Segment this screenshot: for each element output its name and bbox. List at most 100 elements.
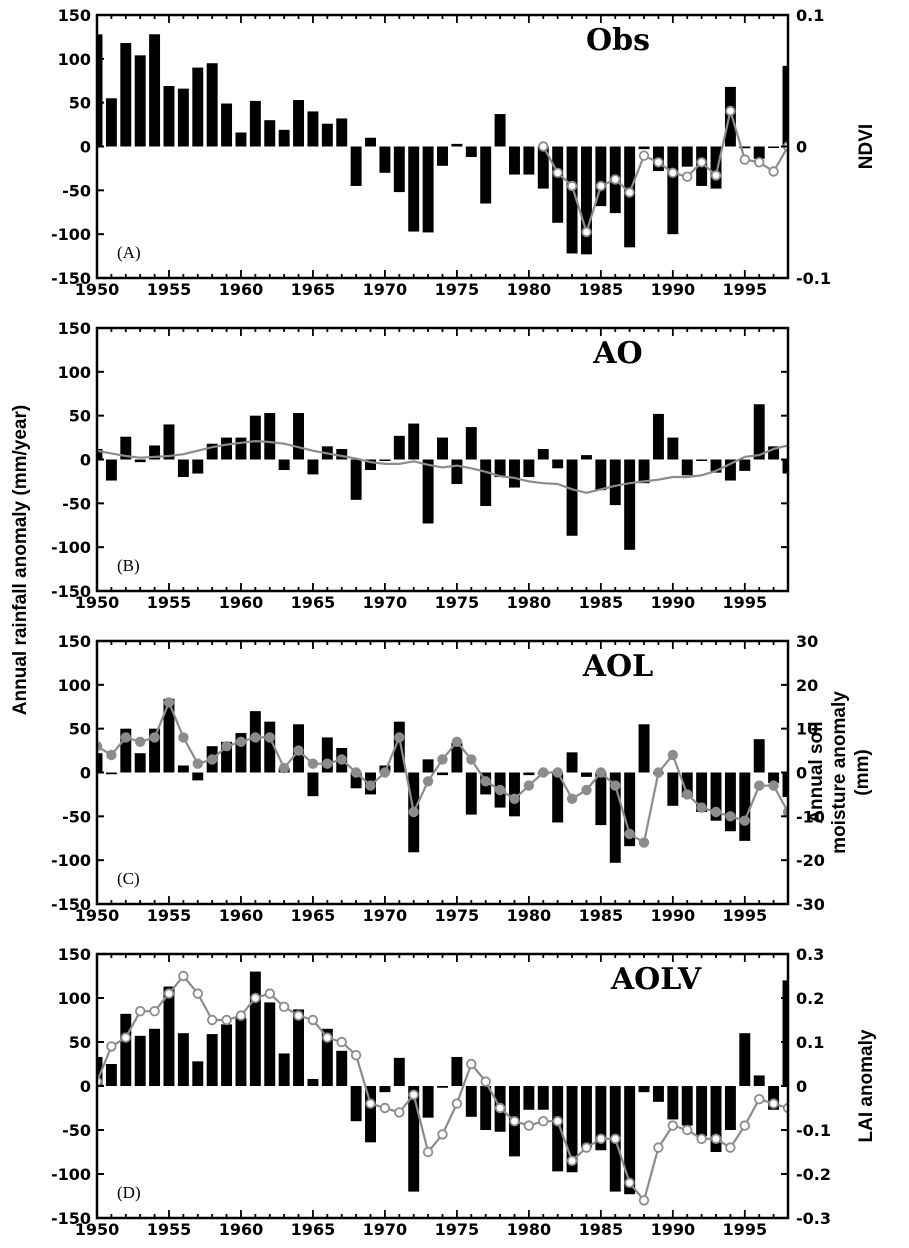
series-marker [552, 167, 563, 179]
bar [221, 741, 233, 773]
series-marker [466, 1058, 477, 1070]
bar [710, 772, 722, 821]
bar [264, 413, 276, 460]
bar [149, 445, 161, 460]
bar [365, 459, 376, 471]
bar [177, 459, 189, 478]
bar [437, 772, 448, 776]
x-tick-label: 1960 [219, 1220, 264, 1239]
bar [437, 437, 448, 460]
x-tick-label: 1985 [579, 906, 624, 925]
series-marker [307, 758, 319, 769]
series-marker [494, 784, 506, 796]
x-tick-label: 1995 [723, 280, 768, 299]
x-tick-label: 1965 [291, 906, 336, 925]
series-marker [394, 732, 405, 743]
bar [249, 971, 261, 1086]
x-tick-label: 1990 [651, 1220, 696, 1239]
series-marker [739, 1120, 751, 1131]
bar [768, 146, 780, 148]
y2-tick-label: 20 [796, 676, 818, 695]
bar [235, 437, 247, 460]
series-marker [710, 1133, 722, 1145]
series-marker [451, 736, 463, 748]
secondary-axis-label: NDVI [856, 124, 877, 169]
bar [307, 1078, 319, 1086]
series-marker [480, 776, 491, 787]
x-tick-label: 1975 [435, 593, 480, 612]
y-tick-label: -150 [51, 1209, 91, 1228]
bar [192, 1061, 204, 1086]
y-tick-label: 50 [69, 94, 91, 113]
bar [221, 437, 233, 460]
bar [134, 459, 146, 463]
y-tick-label: 50 [69, 1033, 91, 1052]
panel-title: Obs [586, 23, 650, 58]
bar [638, 1086, 650, 1093]
bar [307, 772, 319, 797]
x-tick-label: 1990 [651, 593, 696, 612]
series-marker [581, 226, 592, 238]
bar [321, 737, 333, 773]
y-tick-label: 0 [80, 1077, 91, 1096]
bar [307, 459, 319, 475]
bar [537, 146, 549, 189]
series-marker [595, 180, 607, 192]
bar [523, 459, 535, 478]
secondary-axis-label: Annual soil [806, 721, 827, 823]
series-marker [394, 1107, 405, 1118]
bar [797, 348, 808, 459]
x-tick-label: 1970 [363, 280, 408, 299]
x-tick-label: 1985 [579, 280, 624, 299]
bar [624, 772, 636, 847]
bar [465, 146, 477, 158]
series-line [542, 109, 788, 234]
bar [724, 772, 736, 832]
series-marker [638, 837, 650, 848]
series-marker [523, 1120, 535, 1131]
bar [235, 1018, 247, 1086]
y2-tick-label: -0.3 [796, 1209, 831, 1228]
bar [163, 424, 175, 460]
y2-tick-label: -0.1 [796, 1121, 831, 1140]
bar [523, 146, 535, 175]
series-marker [682, 789, 693, 800]
series-marker [581, 784, 592, 796]
y-tick-label: -100 [51, 538, 91, 557]
bar [753, 739, 765, 773]
y-tick-label: -100 [51, 225, 91, 244]
y-tick-label: -150 [51, 269, 91, 288]
panel-letter: (D) [117, 1183, 141, 1202]
x-tick-label: 1950 [75, 280, 120, 299]
bar [163, 698, 175, 773]
x-tick-label: 1970 [363, 1220, 408, 1239]
bar [580, 772, 592, 777]
bar [393, 1057, 405, 1086]
y2-tick-label: 30 [796, 632, 818, 651]
bar [408, 146, 420, 232]
x-tick-label: 1980 [507, 906, 552, 925]
y-tick-label: 0 [80, 138, 91, 157]
bar [768, 772, 780, 784]
x-tick-label: 1950 [75, 593, 120, 612]
series-marker [638, 150, 650, 161]
panel-ao: -150 -100 -50 0 50 100 150 1950 1955 1960 1965 1970… [51, 319, 808, 612]
y-tick-label: 100 [58, 989, 91, 1008]
y-tick-label: -50 [62, 181, 91, 200]
bar [523, 772, 535, 776]
x-tick-label: 1985 [579, 593, 624, 612]
series-marker [134, 736, 146, 748]
series-marker [365, 780, 376, 791]
y2-tick-label: 0.1 [796, 1033, 824, 1052]
bar [365, 1086, 376, 1143]
series-marker [322, 758, 333, 769]
bar [595, 146, 607, 207]
series-marker [725, 811, 736, 822]
bar [408, 423, 420, 460]
bar [580, 146, 592, 255]
bar [724, 86, 736, 147]
bar [652, 413, 664, 460]
series-marker [566, 180, 578, 192]
bar [768, 1086, 780, 1110]
series-marker [206, 1014, 218, 1026]
